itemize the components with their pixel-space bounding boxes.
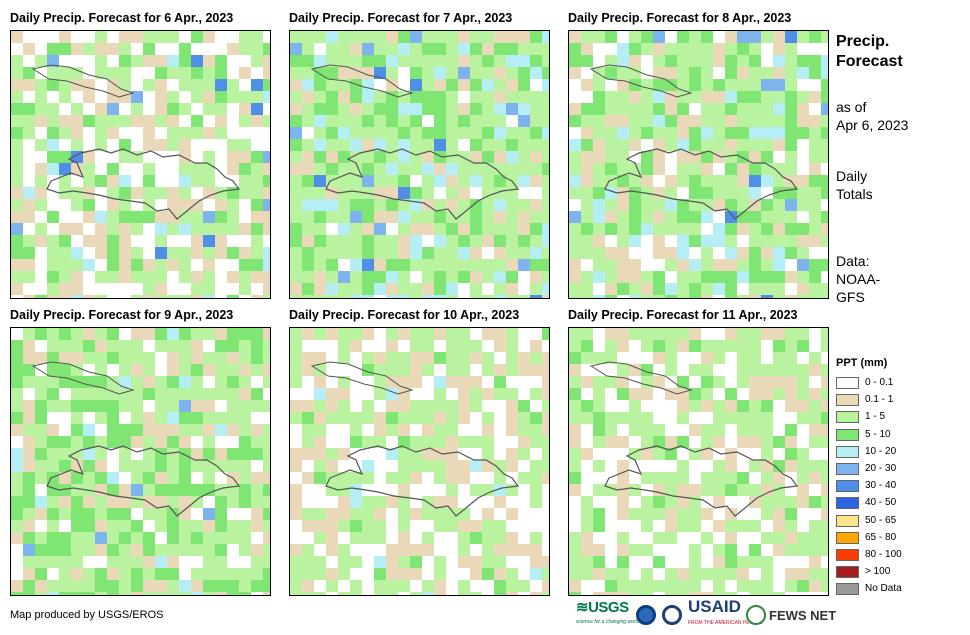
legend-swatch [836,463,859,475]
side-title-line1: Precip. [836,33,890,50]
legend-swatch [836,583,859,596]
data-source-line3: GFS [836,289,865,305]
forecast-map-apr6 [10,30,271,299]
forecast-map-apr8 [568,30,829,299]
usgs-logo-text: ≋USGS [576,599,629,616]
island-outline [31,64,135,98]
legend-label: 65 - 80 [865,531,897,543]
legend-title: PPT (mm) [836,357,888,369]
totals-line2: Totals [836,186,873,202]
as-of-value: Apr 6, 2023 [836,117,909,133]
legend-label: > 100 [865,566,891,578]
island-outline [310,64,414,98]
hispaniola-outline [604,445,799,517]
forecast-map-apr10 [289,327,550,596]
legend-swatch [836,531,859,544]
hispaniola-outline [325,148,520,220]
legend-label: 0 - 0.1 [865,377,894,388]
legend-swatch [836,480,859,493]
as-of-label: as of [836,99,867,115]
hispaniola-outline [325,445,520,517]
legend-swatch [836,514,859,527]
data-source: Data: NOAA- GFS [836,252,880,306]
legend-label: 10 - 20 [865,445,897,457]
fews-net-logo: FEWS NET [746,602,836,628]
legend-swatch [836,566,859,579]
usaid-tagline: FROM THE AMERICAN PEOPLE [688,620,763,626]
side-title-line2: Forecast [836,53,903,70]
data-source-line1: Data: [836,253,870,269]
side-title: Precip. Forecast [836,32,903,72]
forecast-map-apr11 [568,327,829,596]
island-outline [589,64,693,98]
dhs-logo [662,602,682,628]
panel-title-3: Daily Precip. Forecast for 8 Apr., 2023 [568,11,792,25]
panel-title-4: Daily Precip. Forecast for 9 Apr., 2023 [10,308,234,322]
noaa-logo [636,602,656,628]
hispaniola-outline [604,148,799,220]
hispaniola-outline [46,148,241,220]
legend-label: 5 - 10 [865,428,891,440]
as-of-date: as of Apr 6, 2023 [836,98,908,134]
legend-label: 50 - 65 [865,514,897,526]
totals-line1: Daily [836,168,868,184]
usgs-logo: ≋USGS science for a changing world [576,599,640,628]
legend-swatch [836,445,859,458]
legend-label: 30 - 40 [865,480,897,492]
usgs-tagline: science for a changing world [576,619,640,625]
map-canvas [290,328,549,595]
legend-label: 40 - 50 [865,497,897,509]
map-canvas [11,31,270,298]
legend-swatch [836,497,859,510]
panel-title-5: Daily Precip. Forecast for 10 Apr., 2023 [289,308,520,322]
map-canvas [569,31,828,298]
island-outline [31,361,135,395]
map-canvas [11,328,270,595]
island-outline [589,361,693,395]
legend-swatch [836,428,859,441]
legend-swatch [836,377,859,389]
hispaniola-outline [46,445,241,517]
legend-label: No Data [865,583,902,595]
legend-label: 20 - 30 [865,463,897,474]
credit-text: Map produced by USGS/EROS [10,609,164,621]
legend-label: 1 - 5 [865,411,886,423]
globe-icon [746,605,766,625]
seal-emblem-icon [662,605,682,625]
fews-net-text: FEWS NET [769,607,837,623]
map-canvas [290,31,549,298]
legend-swatch [836,394,859,407]
legend-swatch [836,549,859,561]
panel-title-6: Daily Precip. Forecast for 11 Apr., 2023 [568,308,798,322]
legend-label: 80 - 100 [865,549,902,560]
panel-title-1: Daily Precip. Forecast for 6 Apr., 2023 [10,11,234,25]
noaa-emblem-icon [636,605,656,625]
legend-label: 0.1 - 1 [865,394,894,406]
island-outline [310,361,414,395]
forecast-map-apr7 [289,30,550,299]
forecast-map-apr9 [10,327,271,596]
totals-label: Daily Totals [836,167,873,203]
legend-swatch [836,411,859,424]
usaid-logo: USAID FROM THE AMERICAN PEOPLE [688,597,763,628]
data-source-line2: NOAA- [836,271,881,287]
usaid-logo-text: USAID [688,597,741,616]
panel-title-2: Daily Precip. Forecast for 7 Apr., 2023 [289,11,513,25]
map-canvas [569,328,828,595]
